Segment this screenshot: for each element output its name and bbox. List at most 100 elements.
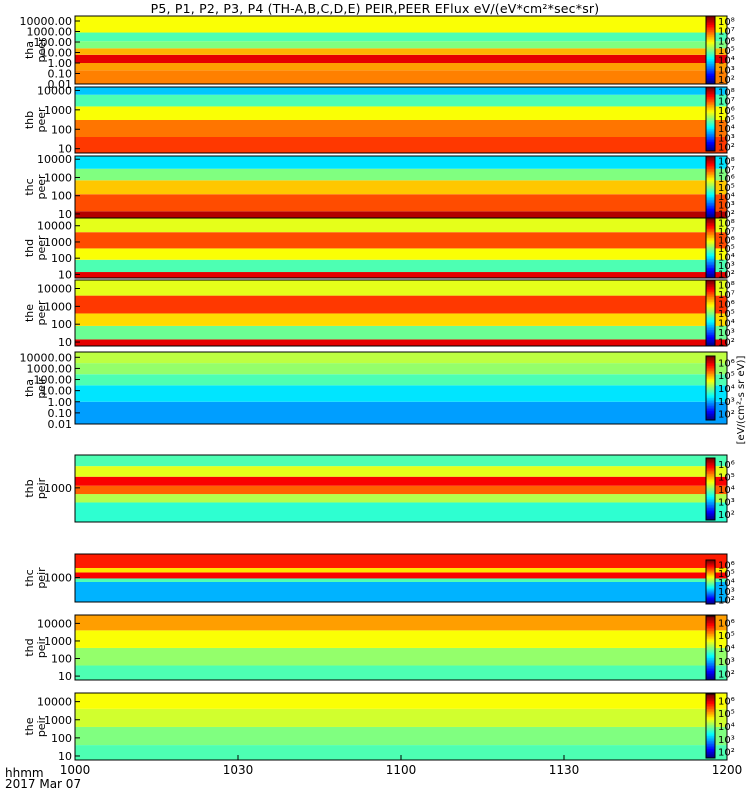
colorbar-tick-label: 10³ — [718, 261, 735, 272]
colorbar-segment — [706, 648, 715, 651]
colorbar-segment — [706, 34, 715, 37]
heatmap-band — [75, 485, 727, 495]
colorbar-segment — [706, 230, 715, 232]
colorbar-segment — [706, 179, 715, 182]
colorbar-segment — [706, 400, 715, 403]
heatmap-band — [75, 339, 727, 346]
y-tick-label: 0.10 — [48, 407, 73, 420]
y-tick-label: 10.00 — [41, 385, 73, 398]
colorbar-segment — [706, 665, 715, 668]
y-axis-label-probe: thc — [23, 178, 36, 195]
y-tick-label: 1000 — [44, 300, 72, 313]
colorbar-tick-label: 10⁸ — [718, 156, 735, 167]
colorbar-segment — [706, 502, 715, 505]
colorbar-segment — [706, 724, 715, 727]
colorbar-segment — [706, 216, 715, 219]
colorbar-segment — [706, 82, 715, 85]
heatmap-band — [75, 156, 727, 169]
colorbar-segment — [706, 169, 715, 172]
colorbar-segment — [706, 384, 715, 387]
heatmap-band — [75, 194, 727, 212]
colorbar-segment — [706, 334, 715, 337]
y-tick-label: 1000 — [44, 635, 72, 648]
colorbar-segment — [706, 359, 715, 362]
colorbar-segment — [706, 468, 715, 471]
y-tick-label: 100.00 — [34, 374, 73, 387]
colorbar-segment — [706, 176, 715, 179]
heatmap-band — [75, 94, 727, 107]
colorbar-segment — [706, 501, 715, 504]
plot-frame — [74, 614, 728, 681]
colorbar-segment — [706, 702, 715, 705]
colorbar-segment — [706, 660, 715, 663]
colorbar-segment — [706, 383, 715, 386]
colorbar-tick-label: 10⁶ — [718, 174, 735, 185]
y-tick-label: 10000 — [37, 283, 72, 296]
colorbar-segment — [706, 564, 715, 566]
heatmap-band — [75, 211, 727, 218]
colorbar-segment — [706, 177, 715, 180]
colorbar-segment — [706, 649, 715, 652]
colorbar-segment — [706, 569, 715, 572]
colorbar-segment — [706, 225, 715, 228]
colorbar-segment — [706, 590, 715, 593]
colorbar-segment — [706, 567, 715, 570]
colorbar-segment — [706, 119, 715, 122]
colorbar-frame — [705, 615, 716, 681]
heatmap-band — [75, 259, 727, 273]
colorbar-segment — [706, 404, 715, 407]
colorbar-tick-label: 10³ — [718, 587, 735, 598]
colorbar-tick-label: 10⁶ — [718, 696, 735, 707]
colorbar-segment — [706, 476, 715, 479]
colorbar-segment — [706, 516, 715, 519]
y-axis-label-instrument: peir — [35, 715, 48, 737]
heatmap-band — [75, 180, 727, 195]
colorbar-segment — [706, 397, 715, 400]
colorbar-tick-label: 10³ — [718, 657, 735, 668]
plot-frame — [74, 351, 728, 425]
colorbar-segment — [706, 309, 715, 312]
colorbar-segment — [706, 327, 715, 330]
y-tick-label: 0.01 — [48, 418, 73, 431]
colorbar-segment — [706, 73, 715, 76]
colorbar-segment — [706, 236, 715, 238]
colorbar-segment — [706, 90, 715, 93]
colorbar-segment — [706, 566, 715, 569]
colorbar-segment — [706, 109, 715, 112]
colorbar-segment — [706, 88, 715, 91]
colorbar-segment — [706, 146, 715, 149]
colorbar-segment — [706, 205, 715, 208]
y-tick-label: 1000.00 — [27, 26, 73, 39]
colorbar-tick-label: 10⁵ — [718, 371, 735, 382]
colorbar-frame — [705, 457, 716, 521]
y-tick-label: 1000.00 — [27, 362, 73, 375]
colorbar-segment — [706, 750, 715, 753]
colorbar-segment — [706, 252, 715, 255]
colorbar-segment — [706, 22, 715, 25]
y-axis-label-probe: thb — [23, 479, 36, 497]
y-tick-label: 1000 — [44, 171, 72, 184]
colorbar-segment — [706, 583, 715, 585]
colorbar-segment — [706, 580, 715, 583]
colorbar-tick-label: 10³ — [718, 65, 735, 76]
colorbar-segment — [706, 117, 715, 120]
colorbar-segment — [706, 364, 715, 367]
colorbar-segment — [706, 75, 715, 78]
colorbar-segment — [706, 163, 715, 166]
heatmap-band — [75, 16, 727, 33]
colorbar-segment — [706, 199, 715, 202]
colorbar-segment — [706, 630, 715, 633]
colorbar-segment — [706, 211, 715, 214]
colorbar-segment — [706, 729, 715, 732]
y-axis-label-probe: thd — [23, 638, 36, 656]
colorbar-segment — [706, 588, 715, 591]
colorbar-tick-label: 10⁶ — [718, 106, 735, 117]
y-tick-label: 10 — [58, 750, 72, 763]
colorbar-segment — [706, 574, 715, 576]
colorbar-tick-label: 10⁵ — [718, 244, 735, 255]
colorbar-segment — [706, 98, 715, 101]
colorbar-segment — [706, 694, 715, 697]
heatmap-band — [75, 295, 727, 314]
heatmap-band — [75, 272, 727, 278]
colorbar-segment — [706, 286, 715, 289]
